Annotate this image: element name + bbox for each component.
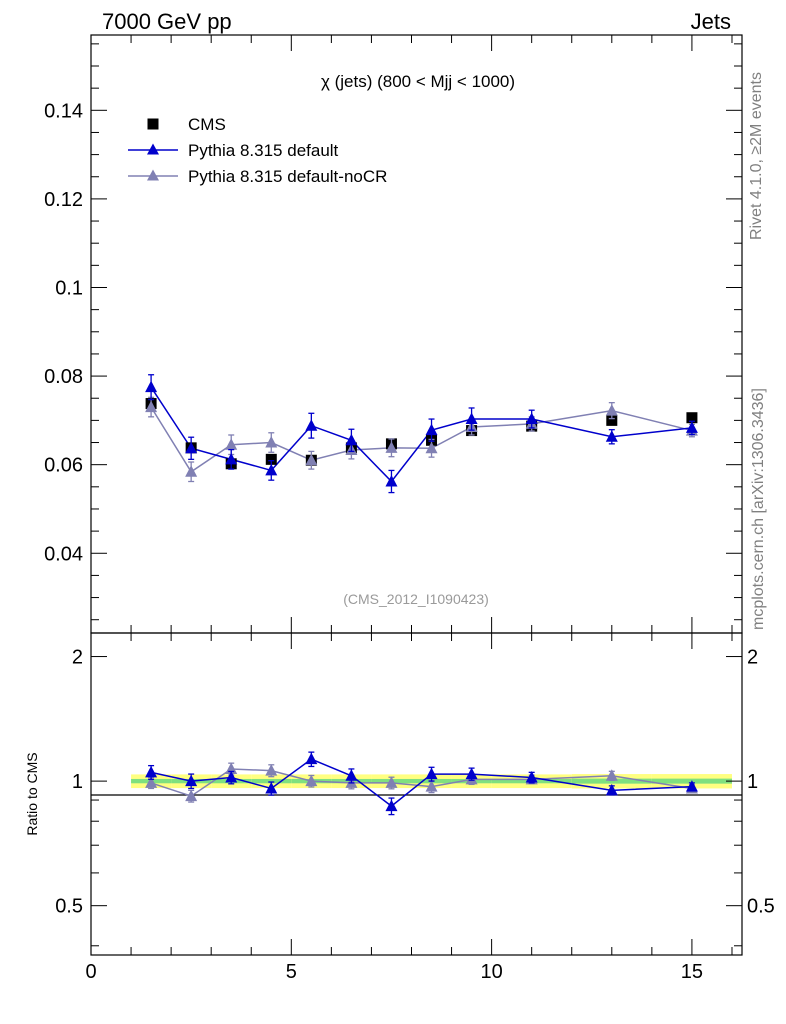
nocr-data-point — [425, 441, 438, 454]
ratio-default-data-point — [465, 767, 478, 780]
ratio-default-data-point — [225, 771, 238, 783]
header-left-label: 7000 GeV pp — [102, 9, 232, 34]
ratio-default-data-point — [265, 781, 278, 794]
ratio-nocr-data-point — [425, 780, 438, 792]
main-y-tick-label: 0.06 — [44, 455, 83, 477]
ratio-y-tick-label-right: 0.5 — [747, 896, 775, 918]
ratio-default-data-point — [345, 769, 358, 781]
main-y-tick-label: 0.1 — [55, 277, 83, 299]
default-data-point — [345, 433, 358, 446]
header-right-label: Jets — [691, 9, 731, 34]
ratio-y-tick-label: 0.5 — [55, 896, 83, 918]
default-data-point — [685, 421, 698, 433]
main-y-tick-label: 0.08 — [44, 366, 83, 388]
main-data-marks — [145, 374, 698, 494]
analysis-watermark: (CMS_2012_I1090423) — [343, 591, 489, 607]
nocr-data-point — [605, 404, 618, 416]
ratio-default-line — [150, 758, 692, 808]
ratio-nocr-data-point — [605, 769, 618, 781]
ratio-default-data-point — [145, 765, 158, 778]
ratio-nocr-data-point — [185, 789, 198, 802]
ratio-nocr-line — [150, 768, 693, 797]
ratio-y-tick-label-right: 1 — [747, 771, 758, 793]
main-axes: 0.04 0.06 0.08 0.1 0.12 0.14 — [44, 35, 742, 633]
ratio-default-data-point — [185, 774, 198, 787]
legend-cms-marker — [147, 118, 159, 130]
legend-cms-label: CMS — [188, 115, 226, 134]
ratio-data-marks — [145, 751, 698, 816]
default-data-point — [425, 423, 438, 436]
ratio-default-data-point — [385, 799, 398, 812]
legend-default-marker — [147, 143, 159, 155]
ratio-nocr-data-point — [305, 774, 318, 787]
ratio-band-inner — [571, 778, 652, 784]
ratio-panel: 0.5 0.5 1 1 2 2 0 5 10 15 Ratio to CMS — [24, 632, 775, 983]
ratio-y-tick-label: 2 — [72, 647, 83, 669]
default-data-point — [465, 412, 478, 425]
cms-data-point — [686, 412, 698, 424]
ratio-frame — [90, 632, 743, 956]
default-data-point — [225, 452, 238, 465]
ratio-x-tick-label: 10 — [480, 961, 502, 983]
ratio-nocr-data-point — [265, 764, 278, 776]
main-panel: 0.04 0.06 0.08 0.1 0.12 0.14 χ (jets) (800 < … — [44, 34, 743, 634]
mcplots-label: mcplots.cern.ch [arXiv:1306.3436] — [750, 388, 767, 630]
ratio-x-tick-label: 15 — [681, 961, 703, 983]
default-data-point — [305, 419, 318, 431]
nocr-data-point — [385, 441, 398, 453]
ratio-default-data-point — [425, 767, 438, 780]
default-data-point — [265, 463, 278, 476]
legend-nocr-marker — [147, 169, 159, 181]
nocr-data-point — [265, 436, 278, 448]
rivet-version-label: Rivet 4.1.0, ≥2M events — [748, 72, 765, 240]
cms-data-point — [265, 453, 277, 465]
default-data-point — [145, 380, 158, 393]
nocr-data-point — [305, 453, 318, 466]
ratio-y-tick-label-right: 2 — [747, 647, 758, 669]
main-plot-title: χ (jets) (800 < Mjj < 1000) — [321, 72, 515, 91]
cms-data-point — [606, 414, 618, 426]
nocr-data-point — [145, 400, 158, 413]
main-y-tick-label: 0.14 — [44, 100, 83, 122]
ratio-x-tick-label: 5 — [286, 961, 297, 983]
legend-nocr-label: Pythia 8.315 default-noCR — [188, 167, 387, 186]
ratio-band-inner — [251, 778, 292, 784]
default-data-point — [185, 441, 198, 454]
main-y-tick-label: 0.12 — [44, 189, 83, 211]
ratio-default-data-point — [685, 780, 698, 792]
ratio-y-axis-label: Ratio to CMS — [24, 752, 40, 835]
default-series-line — [150, 386, 693, 483]
ratio-default-data-point — [525, 771, 538, 783]
ratio-y-tick-label: 1 — [72, 771, 83, 793]
default-data-point — [605, 430, 618, 442]
main-y-tick-label: 0.04 — [44, 543, 83, 565]
legend: CMS Pythia 8.315 default Pythia 8.315 de… — [128, 115, 387, 186]
nocr-data-point — [185, 465, 198, 477]
default-data-point — [385, 475, 398, 487]
ratio-default-data-point — [305, 752, 318, 765]
ratio-default-data-point — [605, 783, 618, 796]
ratio-nocr-data-point — [145, 776, 158, 788]
ratio-nocr-data-point — [385, 776, 398, 788]
default-data-point — [525, 412, 538, 425]
legend-default-label: Pythia 8.315 default — [188, 141, 339, 160]
ratio-axes: 0.5 0.5 1 1 2 2 0 5 10 15 — [55, 633, 775, 983]
nocr-data-point — [225, 438, 238, 450]
ratio-x-tick-label: 0 — [85, 961, 96, 983]
